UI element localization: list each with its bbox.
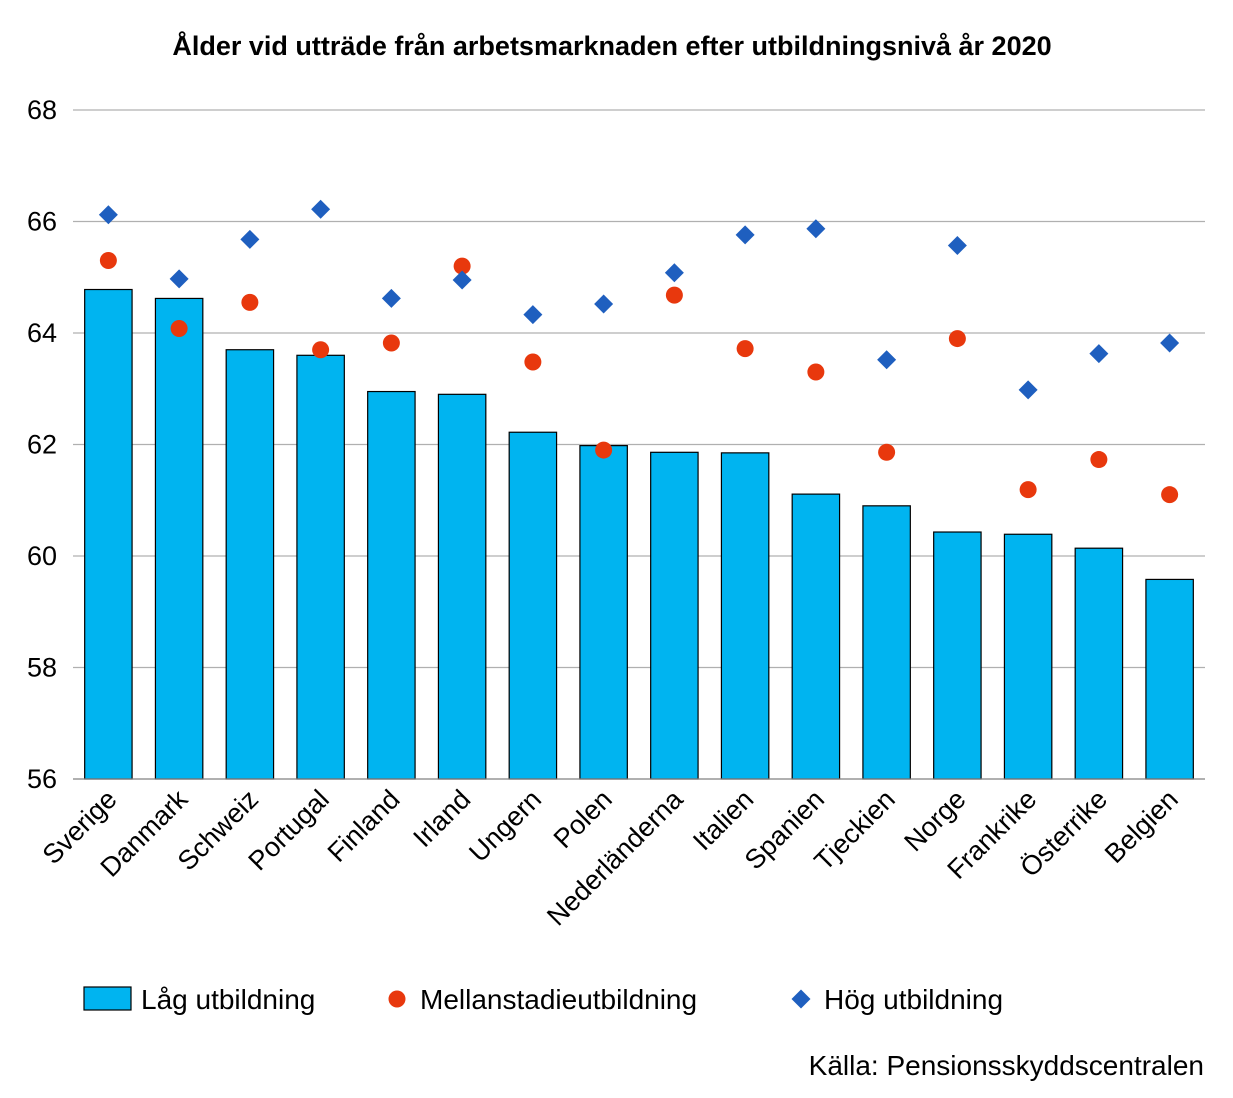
circle-point-sverige <box>99 252 117 270</box>
circle-point-tjeckien <box>878 443 896 461</box>
bar-danmark <box>154 297 204 780</box>
diamond-point-frankrike <box>1018 380 1038 400</box>
legend: Låg utbildning Mellanstadieutbildning Hög … <box>83 984 1003 1015</box>
y-tick-label: 68 <box>27 95 57 125</box>
circle-point-spanien <box>807 363 825 381</box>
diamond-point-belgien <box>1160 333 1180 353</box>
bar-italien <box>720 452 770 780</box>
category-label: Finland <box>322 784 406 868</box>
diamond-point-schweiz <box>240 229 260 249</box>
bar-polen <box>579 445 628 780</box>
bar-ungern <box>508 431 558 780</box>
circle-point-frankrike <box>1019 481 1037 499</box>
bar-finland <box>367 390 416 780</box>
source-note: Källa: Pensionsskyddscentralen <box>809 1050 1204 1081</box>
circle-point-nederländerna <box>665 286 683 304</box>
diamond-point-irland <box>452 270 472 290</box>
circle-series <box>99 252 1179 504</box>
diamond-point-spanien <box>806 219 826 239</box>
legend-label: Mellanstadieutbildning <box>420 984 697 1015</box>
y-tick-label: 58 <box>27 653 57 683</box>
category-label: Ungern <box>463 784 547 868</box>
diamond-point-danmark <box>169 269 189 289</box>
bar-spanien <box>791 493 841 780</box>
diamond-point-finland <box>381 288 401 308</box>
y-tick-label: 64 <box>27 318 57 348</box>
diamond-point-sverige <box>98 205 118 225</box>
circle-point-italien <box>736 340 754 358</box>
circle-point-finland <box>382 334 400 352</box>
circle-point-belgien <box>1161 486 1179 504</box>
legend-swatch-diamond <box>791 989 811 1009</box>
diamond-point-ungern <box>523 305 543 325</box>
y-tick-label: 66 <box>27 207 57 237</box>
diamond-point-italien <box>735 225 755 245</box>
y-axis-ticks: 56 58 60 62 64 66 68 <box>27 95 57 794</box>
y-tick-label: 56 <box>27 764 57 794</box>
diamond-point-tjeckien <box>877 350 897 370</box>
legend-label: Hög utbildning <box>824 984 1003 1015</box>
legend-swatch-bar <box>83 986 132 1011</box>
diamond-series <box>98 199 1180 400</box>
y-tick-label: 60 <box>27 541 57 571</box>
bar-tjeckien <box>862 505 911 780</box>
legend-swatch-circle <box>388 990 406 1008</box>
y-tick-label: 62 <box>27 430 57 460</box>
diamond-point-polen <box>594 294 614 314</box>
bar-irland <box>437 393 487 780</box>
bar-norge <box>933 531 982 780</box>
circle-point-schweiz <box>241 293 259 311</box>
bar-series <box>84 288 1194 780</box>
circle-point-norge <box>948 330 966 348</box>
diamond-point-österrike <box>1089 344 1109 364</box>
circle-point-portugal <box>312 341 330 359</box>
bar-österrike <box>1074 547 1124 780</box>
circle-point-irland <box>453 257 471 275</box>
circle-point-danmark <box>170 320 188 338</box>
category-label: Belgien <box>1099 784 1184 869</box>
bar-sverige <box>84 288 133 780</box>
bar-frankrike <box>1003 533 1053 780</box>
legend-label: Låg utbildning <box>141 984 315 1015</box>
circle-point-polen <box>595 441 613 459</box>
circle-point-ungern <box>524 353 542 371</box>
diamond-point-portugal <box>311 199 331 219</box>
diamond-point-nederländerna <box>664 263 684 283</box>
bar-nederländerna <box>650 451 699 780</box>
chart-title: Ålder vid utträde från arbetsmarknaden e… <box>172 30 1051 61</box>
bar-schweiz <box>225 349 275 780</box>
bar-portugal <box>296 354 345 780</box>
circle-point-österrike <box>1090 451 1108 469</box>
bar-belgien <box>1145 578 1194 780</box>
diamond-point-norge <box>947 235 967 255</box>
